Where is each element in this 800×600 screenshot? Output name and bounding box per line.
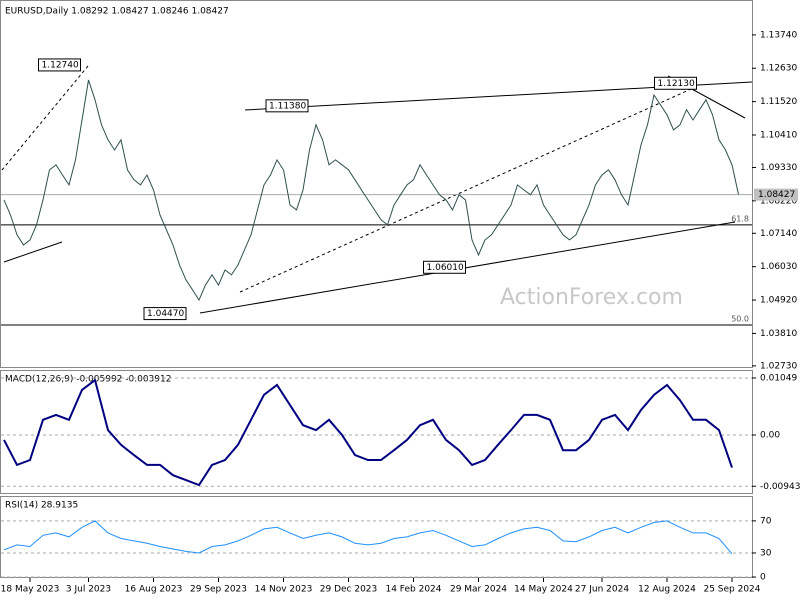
x-tick-label: 18 May 2023 bbox=[1, 585, 60, 595]
y-tick-label: 1.10410 bbox=[760, 130, 797, 140]
rsi-line bbox=[3, 520, 733, 555]
x-tick-label: 16 Aug 2023 bbox=[125, 585, 183, 595]
current-price-box bbox=[754, 188, 798, 201]
annotation-box bbox=[654, 76, 697, 90]
y-tick-label: 1.04920 bbox=[760, 296, 797, 306]
annotation-box bbox=[38, 58, 81, 72]
annotation-label: 1.11380 bbox=[269, 101, 306, 111]
annotation-label: 1.06010 bbox=[427, 263, 464, 273]
y-tick-label: 1.09330 bbox=[760, 163, 797, 173]
macd-panel bbox=[0, 370, 753, 494]
y-tick-label: 1.08220 bbox=[760, 196, 797, 206]
x-tick-label: 14 May 2024 bbox=[514, 585, 573, 595]
x-tick-label: 14 Feb 2024 bbox=[385, 585, 441, 595]
y-tick-label: 1.02730 bbox=[760, 361, 797, 371]
x-tick-label: 12 Aug 2024 bbox=[638, 585, 696, 595]
rsi-panel bbox=[0, 496, 753, 578]
price-line bbox=[3, 79, 739, 302]
y-tick-label: 70 bbox=[760, 516, 772, 526]
annotation-box bbox=[143, 307, 187, 321]
annotation-label: 1.12740 bbox=[42, 60, 79, 70]
y-tick-label: 0.01049 bbox=[760, 373, 797, 383]
x-tick-label: 27 Jun 2024 bbox=[575, 585, 629, 595]
y-tick-label: 1.11520 bbox=[760, 97, 797, 107]
annotation-box bbox=[265, 99, 309, 113]
annotation-label: 1.04470 bbox=[147, 309, 184, 319]
macd-title: MACD(12,26,9) -0.005992 -0.003912 bbox=[5, 375, 171, 385]
fib-label: 50.0 bbox=[731, 315, 749, 324]
annotation-label: 1.12130 bbox=[658, 79, 695, 89]
y-tick-label: 0.00 bbox=[760, 430, 780, 440]
macd-line bbox=[3, 378, 733, 487]
x-tick-label: 29 Dec 2023 bbox=[320, 585, 378, 595]
y-tick-label: 1.12630 bbox=[760, 64, 797, 74]
x-tick-label: 25 Sep 2024 bbox=[703, 585, 760, 595]
x-tick-label: 3 Jul 2023 bbox=[66, 585, 111, 595]
x-tick-label: 29 Mar 2024 bbox=[450, 585, 507, 595]
watermark: ActionForex.com bbox=[500, 285, 683, 310]
y-tick-label: 30 bbox=[760, 548, 772, 558]
y-tick-label: 0 bbox=[760, 573, 766, 583]
price-title: EURUSD,Daily 1.08292 1.08427 1.08246 1.0… bbox=[5, 7, 229, 17]
current-price-label: 1.08427 bbox=[758, 190, 795, 200]
rsi-title: RSI(14) 28.9135 bbox=[5, 501, 78, 511]
y-tick-label: 1.03810 bbox=[760, 329, 797, 339]
annotation-box bbox=[423, 260, 466, 274]
x-tick-label: 29 Sep 2023 bbox=[190, 585, 247, 595]
x-tick-label: 14 Nov 2023 bbox=[255, 585, 313, 595]
y-tick-label: 1.13740 bbox=[760, 30, 797, 40]
y-tick-label: -0.009435 bbox=[760, 482, 800, 492]
fib-label: 61.8 bbox=[731, 214, 749, 223]
y-tick-label: 1.07140 bbox=[760, 229, 797, 239]
price-panel bbox=[0, 0, 753, 368]
y-tick-label: 1.06030 bbox=[760, 262, 797, 272]
